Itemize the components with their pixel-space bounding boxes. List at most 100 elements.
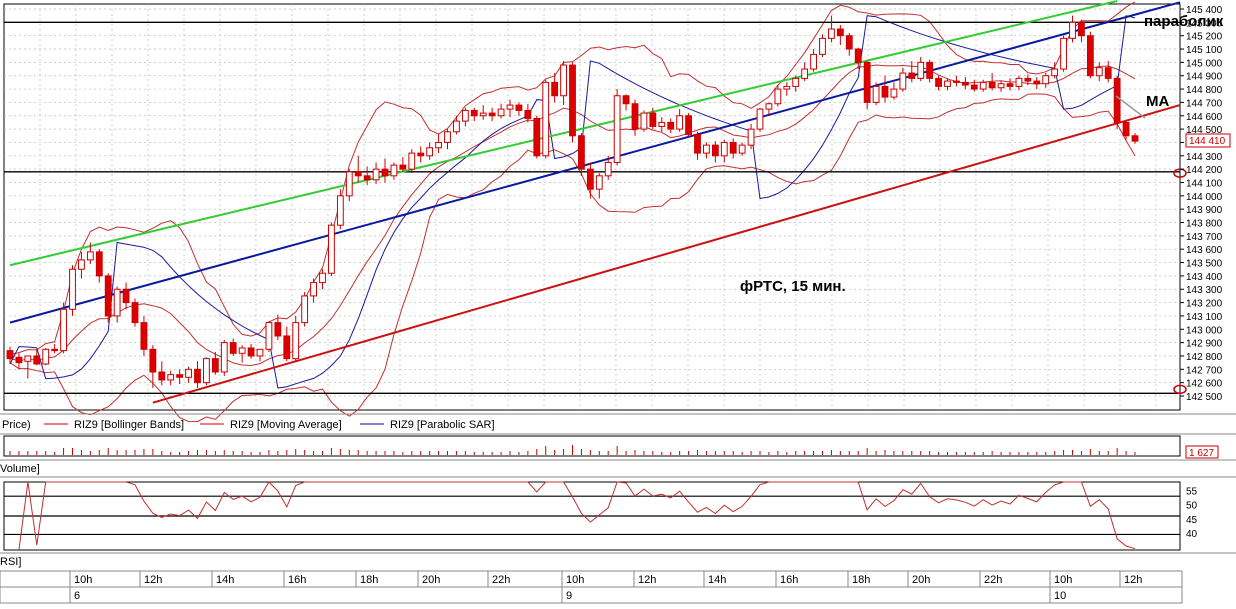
candle-body (783, 85, 791, 90)
candle (229, 338, 237, 356)
candle-body (711, 144, 719, 157)
candle-body (69, 268, 76, 310)
candle-body (363, 175, 371, 181)
candle-body (381, 168, 389, 177)
candle-body (1024, 77, 1032, 82)
candle (640, 110, 648, 132)
candle-body (1060, 37, 1067, 70)
candle-body (738, 144, 746, 154)
trendlines (9, 0, 1181, 404)
ma-annotation: МА (1146, 93, 1169, 110)
hour-tick-label: 22h (492, 574, 510, 586)
candle (756, 107, 764, 132)
candle-body (426, 147, 434, 157)
candle-body (319, 272, 326, 284)
candle-body (336, 195, 344, 226)
candle (667, 118, 675, 134)
candle (551, 73, 559, 103)
candle-body (60, 308, 67, 352)
candle (1104, 61, 1112, 83)
candle (917, 57, 925, 82)
candle (6, 346, 14, 364)
candle (926, 59, 934, 83)
volume-bars (9, 445, 1136, 455)
price-panel (3, 3, 1181, 411)
candle-body (6, 350, 14, 360)
hour-tick-label: 12h (144, 574, 162, 586)
candle-body (238, 347, 246, 354)
candle (863, 61, 871, 110)
candle (408, 149, 416, 174)
hour-tick-label: 22h (984, 574, 1002, 586)
hour-tick-label: 12h (638, 574, 656, 586)
price-tick-label: 145 000 (1186, 58, 1223, 69)
candle (60, 302, 67, 354)
price-tick-label: 143 400 (1186, 272, 1223, 283)
candle (890, 82, 898, 100)
candle-body (953, 80, 960, 83)
candle-body (836, 28, 844, 37)
chart-title: фРТС, 15 мин. (740, 278, 846, 295)
candle (399, 157, 407, 172)
candle-body (685, 115, 692, 135)
candle (988, 73, 996, 91)
candle (1042, 73, 1050, 88)
candle (676, 109, 684, 132)
candle (1069, 15, 1076, 43)
candle-body (917, 61, 925, 79)
candle (729, 138, 737, 159)
candle-body (158, 371, 166, 381)
candle (801, 62, 809, 82)
candle (899, 67, 907, 92)
trendline (9, 1, 1181, 324)
candle-body (515, 104, 523, 111)
candle-body (810, 53, 817, 70)
candle-body (613, 95, 621, 163)
candle-body (667, 121, 675, 130)
candle (997, 81, 1005, 92)
candle-body (658, 121, 666, 127)
candle (836, 25, 844, 46)
price-tick-label: 145 400 (1186, 5, 1223, 16)
candle (453, 115, 460, 135)
candle-body (569, 64, 576, 137)
time-ticks: 10h 12h 14h 16h 18h 20h 22h 10h 12h 14h 16h 18h 20h 2… (69, 571, 1142, 603)
price-tick-label: 145 300 (1186, 18, 1223, 29)
candle-body (622, 95, 630, 105)
candle (506, 99, 514, 118)
price-tick-label: 143 500 (1186, 259, 1223, 270)
hour-tick-label: 10h (1054, 574, 1072, 586)
target-circle-lower (1173, 384, 1187, 395)
candle-body (354, 171, 362, 177)
rsi-line (4, 481, 1180, 551)
candle (595, 173, 603, 199)
day-tick-label: 9 (566, 590, 572, 602)
price-tick-label: 142 700 (1186, 365, 1223, 376)
candle-body (765, 103, 773, 110)
candle (560, 61, 567, 106)
bollinger-upper (9, 1, 1136, 356)
candle-body (533, 117, 541, 157)
candle (792, 75, 800, 92)
candle (854, 47, 862, 70)
rsi-tick-label: 40 (1186, 529, 1198, 540)
candle-body (1051, 68, 1059, 77)
hour-tick-label: 18h (360, 574, 378, 586)
price-tick-label: 143 200 (1186, 299, 1223, 310)
price-tick-label: 144 700 (1186, 98, 1223, 109)
candle-body (310, 282, 317, 297)
price-tick-label: 143 300 (1186, 285, 1223, 296)
ma-annotation-arrow (1115, 95, 1146, 119)
candle (345, 169, 353, 202)
candle-body (220, 342, 228, 373)
candle (1086, 31, 1094, 79)
candle (292, 315, 300, 362)
candle-body (649, 112, 657, 127)
candle-body (542, 81, 550, 157)
candle-body (560, 64, 567, 97)
candle-body (229, 342, 237, 354)
candle (372, 162, 380, 184)
candle (211, 351, 219, 375)
candle (970, 79, 978, 92)
legend-ma: RIZ9 [Moving Average] (230, 419, 342, 431)
